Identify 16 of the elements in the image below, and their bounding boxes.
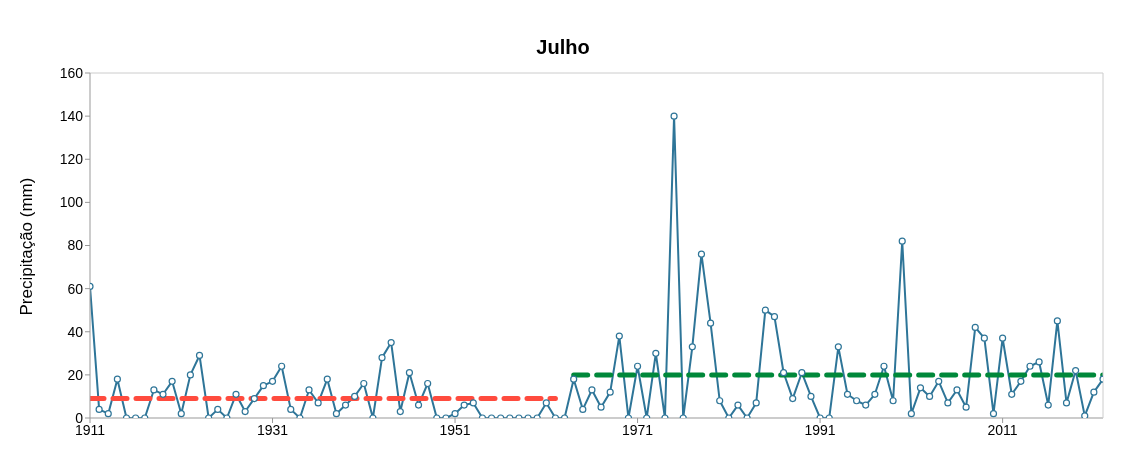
x-tick-label: 1931 xyxy=(256,421,289,438)
y-tick-label: 160 xyxy=(59,64,84,81)
x-tick-label: 1991 xyxy=(804,421,836,438)
y-tick-label: 140 xyxy=(59,108,84,125)
y-tick-label: 40 xyxy=(67,323,84,340)
x-tick-label: 1951 xyxy=(439,421,471,438)
y-tick-label: 80 xyxy=(67,237,84,254)
y-tick-label: 0 xyxy=(75,409,84,426)
x-tick-label: 1971 xyxy=(621,421,654,438)
y-tick-label: 20 xyxy=(67,366,84,383)
y-tick-label: 100 xyxy=(59,194,84,211)
y-tick-label: 60 xyxy=(67,280,84,297)
x-tick-label: 2011 xyxy=(987,421,1018,438)
y-tick-label: 120 xyxy=(59,151,84,168)
y-axis-title: Precipitação (mm) xyxy=(17,177,37,316)
chart-title: Julho xyxy=(535,35,591,60)
